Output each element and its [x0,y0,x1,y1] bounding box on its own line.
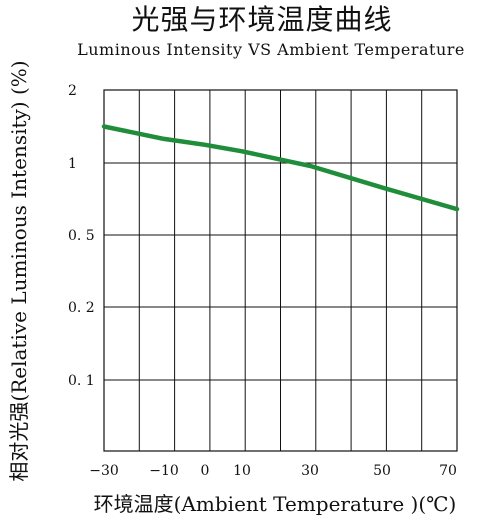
x-tick-label: 0 [201,463,210,479]
y-tick-label: 2 [68,83,77,99]
y-tick-label: 0. 2 [68,300,95,316]
chart-subtitle: Luminous Intensity VS Ambient Temperatur… [77,40,465,59]
x-tick-label: −10 [149,463,179,479]
grid-layer [103,89,458,452]
y-tick-label: 0. 5 [68,228,95,244]
x-tick-label: 70 [439,463,457,479]
x-tick-label: 30 [301,463,319,479]
x-tick-label: 10 [233,463,251,479]
y-tick-label: 1 [68,156,77,172]
series-line [101,124,460,212]
y-tick-label: 0. 1 [68,373,95,389]
tick-layer: −30 −10 0 10 30 50 70 2 1 0. 5 0. 2 0. 1 [68,83,457,479]
series-layer [101,124,460,212]
chart-title: 光强与环境温度曲线 [131,3,393,36]
x-axis-label: 环境温度(Ambient Temperature )(℃) [93,492,457,516]
x-tick-label: 50 [373,463,391,479]
x-tick-label: −30 [89,463,119,479]
